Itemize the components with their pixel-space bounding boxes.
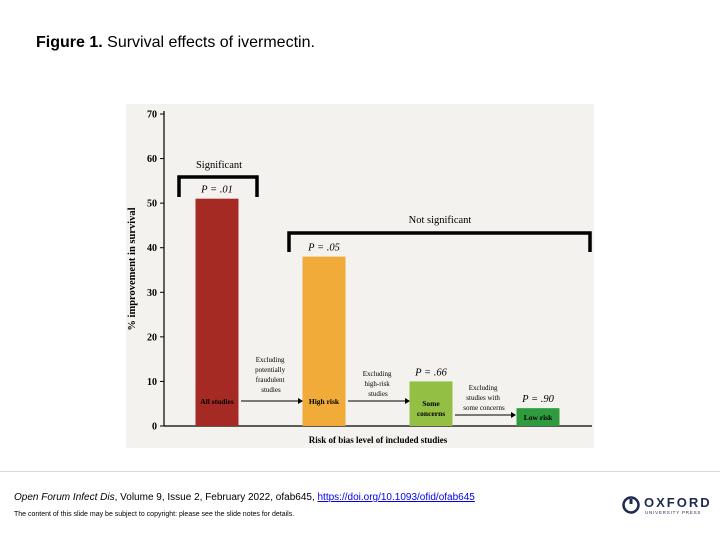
bar-some-concerns — [409, 381, 453, 426]
y-tick-label: 40 — [147, 243, 157, 254]
significant-bracket — [177, 175, 259, 197]
y-tick-label: 10 — [147, 377, 157, 388]
citation: Open Forum Infect Dis, Volume 9, Issue 2… — [14, 492, 475, 503]
p-value-label: P = .90 — [521, 394, 554, 405]
significant-label: Significant — [196, 160, 242, 171]
y-tick-label: 60 — [147, 154, 157, 165]
citation-details: , Volume 9, Issue 2, February 2022, ofab… — [114, 492, 318, 503]
transition-arrowhead-1 — [298, 398, 303, 404]
p-value-label: P = .66 — [414, 367, 447, 378]
category-label: All studies — [200, 397, 234, 406]
not-significant-bracket — [287, 231, 592, 252]
y-tick-label: 70 — [147, 110, 157, 121]
figure-label: Figure 1. — [36, 34, 103, 51]
figure-title: Figure 1. Survival effects of ivermectin… — [36, 34, 315, 52]
bar-all-studies — [195, 198, 239, 426]
publisher-name: OXFORD — [644, 495, 712, 510]
p-value-label: P = .05 — [307, 243, 340, 254]
x-axis-label: Risk of bias level of included studies — [309, 435, 448, 445]
copyright-notice: The content of this slide may be subject… — [14, 511, 295, 518]
doi-link[interactable]: https://doi.org/10.1093/ofid/ofab645 — [317, 492, 475, 503]
category-label: High risk — [309, 397, 340, 406]
transition-arrowhead-2 — [405, 398, 410, 404]
transition-label-1: Excluding potentially fraudulent studies — [255, 356, 287, 394]
y-axis-label: % improvement in survival — [127, 207, 138, 330]
not-significant-label: Not significant — [409, 215, 472, 226]
y-tick-label: 50 — [147, 199, 157, 210]
footer-divider — [0, 471, 720, 472]
transition-arrowhead-3 — [511, 412, 516, 418]
figure-caption: Survival effects of ivermectin. — [107, 34, 315, 51]
category-label: Some concerns — [417, 399, 445, 418]
bar-chart: 0 10 20 30 40 50 60 70 % improvement in surviva… — [127, 110, 592, 445]
bar-low-risk — [516, 408, 560, 426]
y-tick-label: 30 — [147, 288, 157, 299]
p-value-label: P = .01 — [200, 185, 233, 196]
journal-name: Open Forum Infect Dis — [14, 492, 115, 503]
bar-high-risk — [302, 256, 346, 426]
y-tick-label: 20 — [147, 332, 157, 343]
oxford-emblem-icon — [622, 496, 640, 514]
publisher-subtitle: UNIVERSITY PRESS — [645, 510, 702, 515]
y-tick-label: 0 — [152, 422, 157, 433]
transition-label-3: Excluding studies with some concerns — [463, 384, 505, 412]
chart-panel: 0 10 20 30 40 50 60 70 % improvement in surviva… — [126, 104, 594, 448]
category-label: Low risk — [524, 413, 553, 422]
publisher-logo: OXFORD UNIVERSITY PRESS — [622, 495, 712, 519]
transition-label-2: Excluding high-risk studies — [363, 370, 394, 398]
